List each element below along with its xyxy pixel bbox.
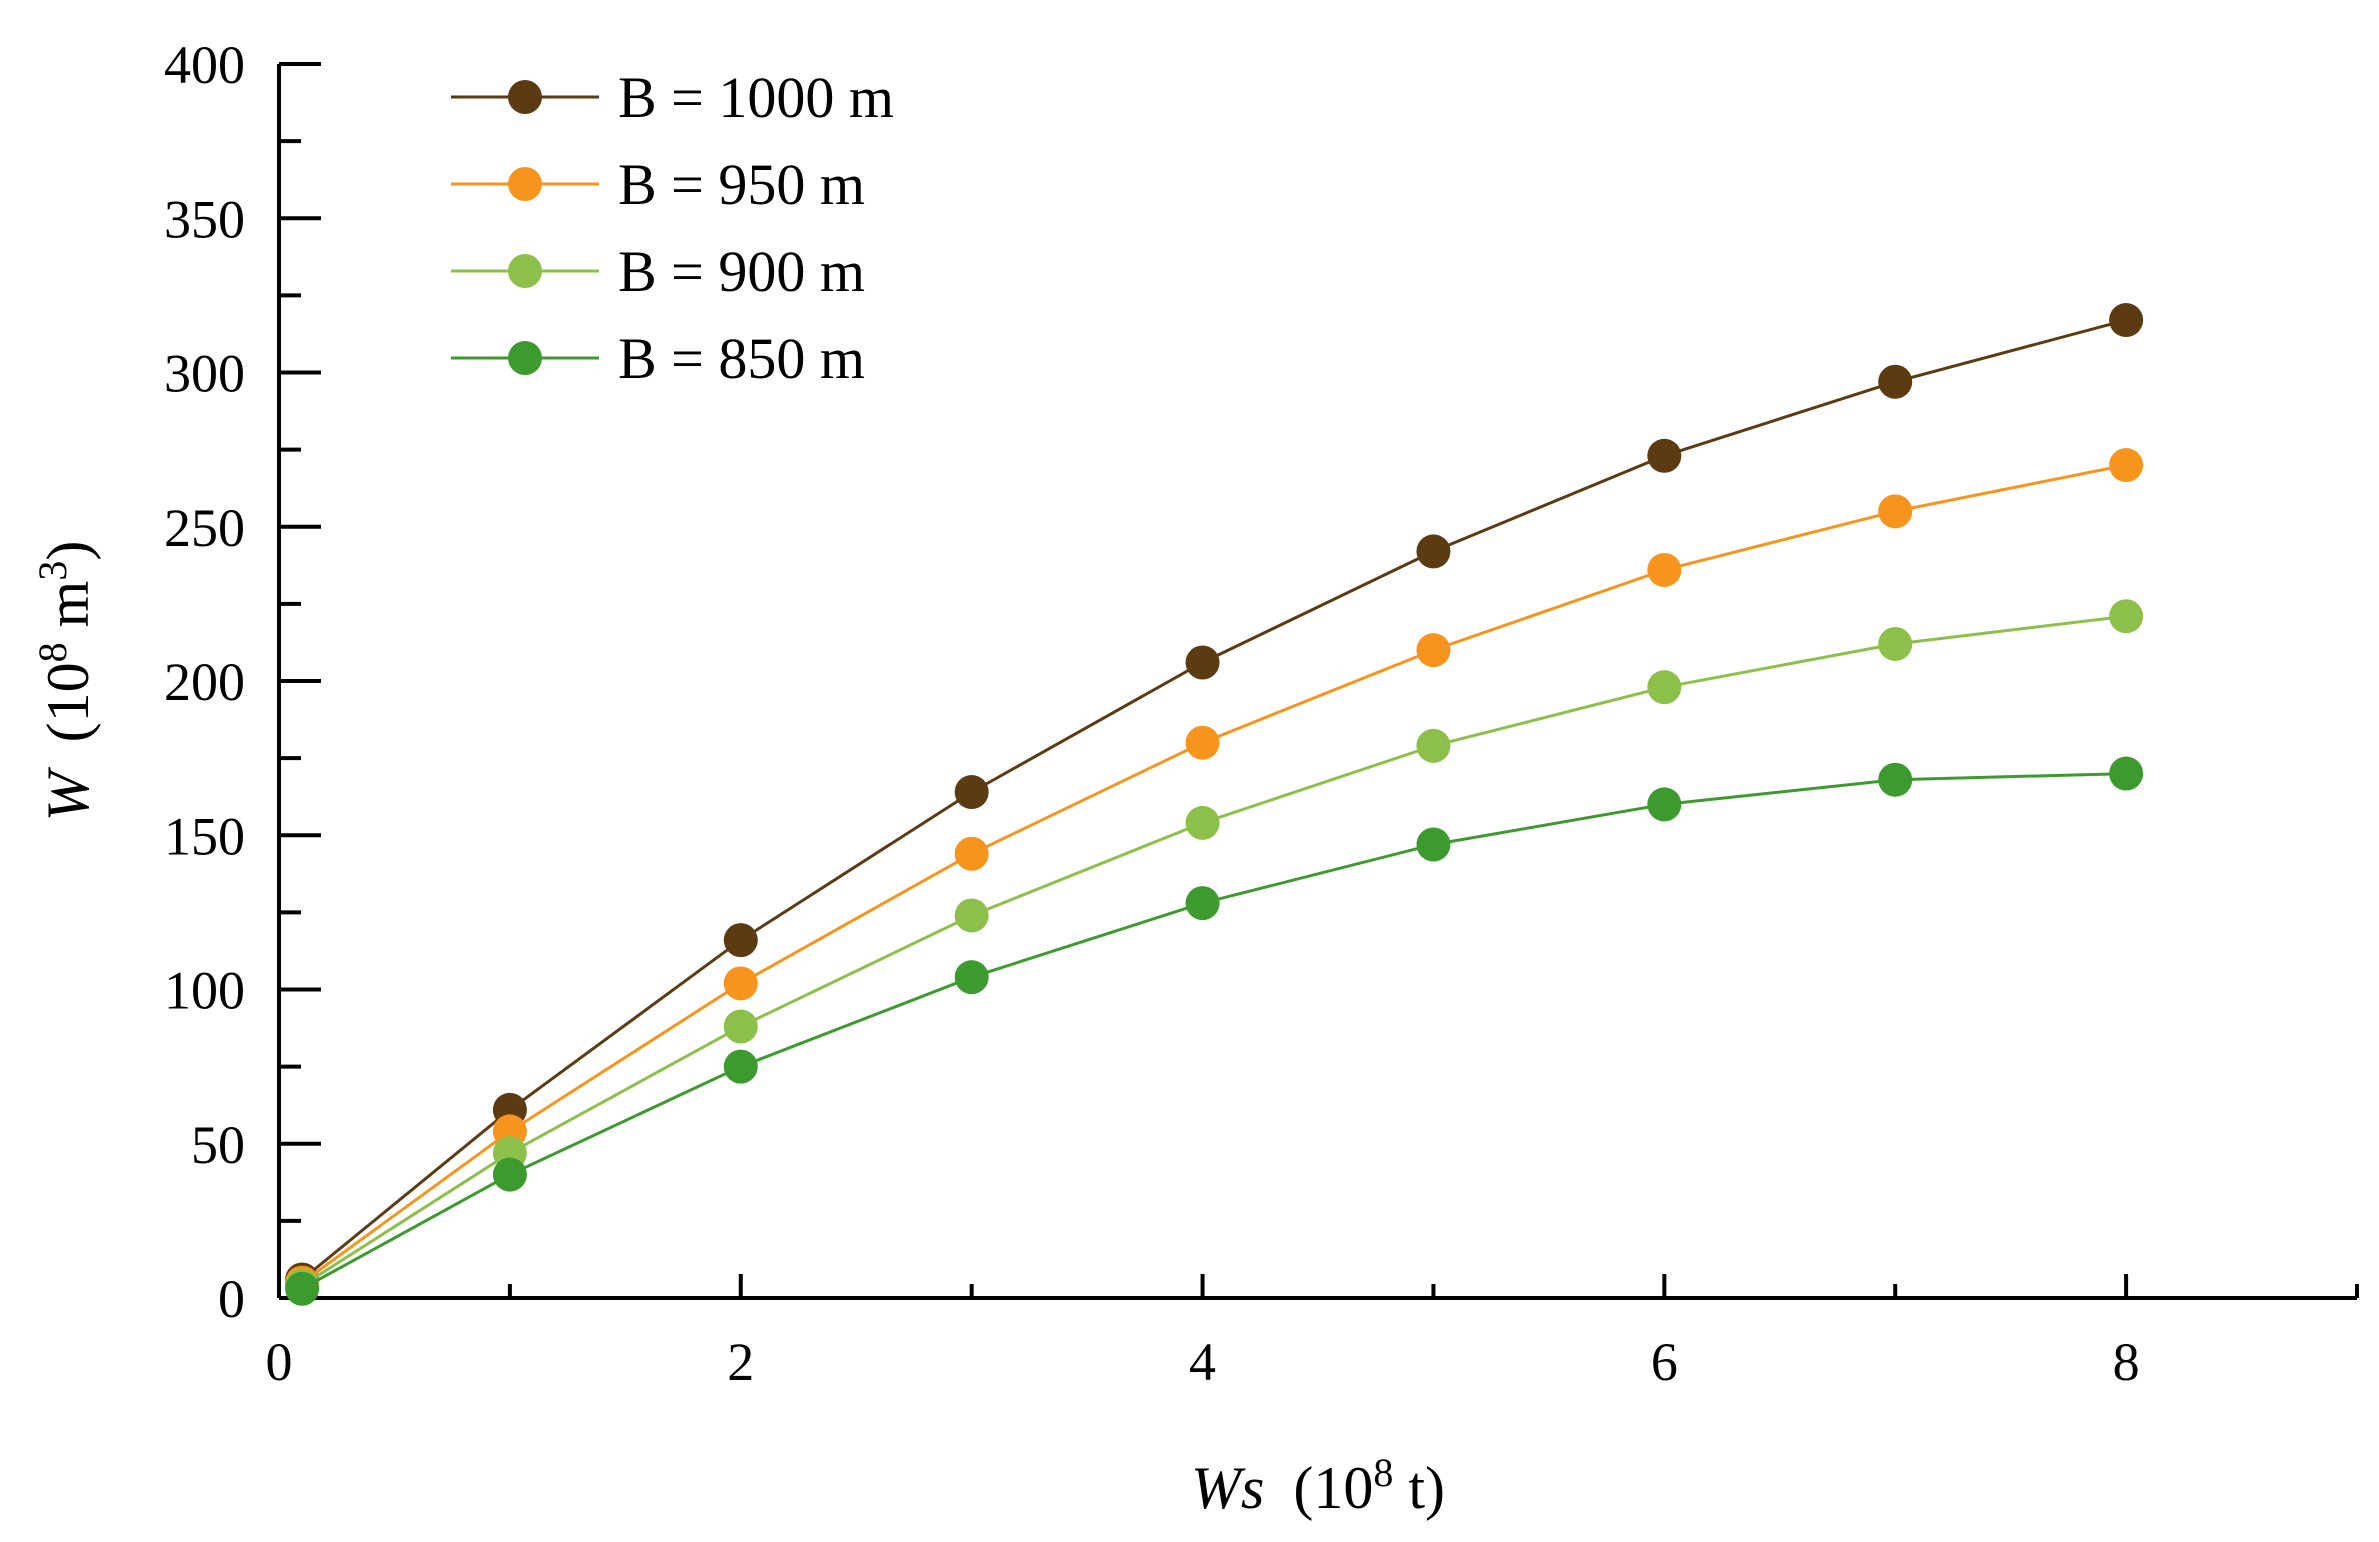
y-axis-unit-exp: 3 [30,561,75,581]
data-point [2109,303,2144,338]
series [285,303,2144,1297]
x-axis-unit: t) [1393,1455,1445,1521]
data-point [2109,756,2144,791]
data-point [2109,448,2144,483]
legend-label: B = 1000 m [618,65,894,130]
data-point [1647,552,1682,587]
data-point [954,898,989,933]
series-line [301,614,2127,1287]
y-tick-label: 0 [218,1269,245,1329]
data-point [492,1157,527,1192]
y-axis-var: W [35,766,101,821]
series [285,756,2144,1306]
data-point [1185,725,1220,760]
x-tick-label: 4 [1189,1332,1216,1392]
series-line [301,463,2127,1284]
x-tick-label: 0 [266,1332,293,1392]
x-tick-label: 2 [727,1332,754,1392]
legend-item: B = 1000 m [451,65,894,130]
data-point [1416,534,1451,569]
data-point [954,836,989,871]
y-axis-unit: m [35,581,101,643]
data-point [1878,364,1913,399]
x-tick-label: 8 [2113,1332,2140,1392]
legend-item: B = 850 m [451,326,865,391]
y-tick-label: 250 [164,498,245,558]
y-tick-label: 150 [164,806,245,866]
data-point [1878,494,1913,529]
data-point [285,1271,320,1306]
series-line [301,772,2127,1291]
data-point [954,775,989,810]
y-tick-label: 100 [164,961,245,1021]
data-point [1185,805,1220,840]
data-point [723,1049,758,1084]
y-tick-label: 50 [191,1115,245,1175]
data-point [1416,633,1451,668]
x-tick-label: 6 [1651,1332,1678,1392]
legend-marker [508,80,542,114]
axes: 0 2 4 6 8 0 50 100 150 200 250 300 350 400 [164,35,2359,1392]
y-axis-close: ) [35,541,101,561]
data-point [1185,886,1220,921]
data-point [1185,645,1220,680]
y-axis-open: (10 [35,662,101,742]
y-tick-label: 300 [164,344,245,404]
x-axis-var: Ws [1191,1455,1264,1521]
series [285,448,2144,1300]
legend-item: B = 950 m [451,152,865,217]
legend-marker [508,341,542,375]
legend-marker [508,254,542,288]
data-point [1416,827,1451,862]
data-point [1878,626,1913,661]
y-tick-label: 200 [164,652,245,712]
y-axis-exp: 8 [30,642,75,662]
data-point [1416,728,1451,763]
data-point [723,1009,758,1044]
legend-label: B = 950 m [618,152,865,217]
series-line [301,318,2127,1281]
data-point [1878,762,1913,797]
legend-label: B = 850 m [618,326,865,391]
ticks: 0 2 4 6 8 0 50 100 150 200 250 300 350 400 [164,35,2359,1392]
data-point [1647,787,1682,822]
legend: B = 1000 m B = 950 m B = 900 m B = 850 m [451,65,894,391]
x-axis-exp: 8 [1373,1450,1393,1495]
legend-label: B = 900 m [618,239,865,304]
x-axis-title: Ws (108 t) [1191,1450,1445,1522]
legend-marker [508,167,542,201]
data-point [954,960,989,995]
data-point [1647,438,1682,473]
y-tick-label: 350 [164,189,245,249]
y-tick-label: 400 [164,35,245,95]
series-group [285,303,2144,1306]
x-axis-open: (10 [1293,1455,1373,1521]
series [285,599,2144,1303]
data-point [1647,670,1682,705]
legend-item: B = 900 m [451,239,865,304]
data-point [2109,599,2144,634]
data-point [723,966,758,1001]
data-point [723,923,758,958]
y-axis-title: W (108 m3) [30,541,102,822]
